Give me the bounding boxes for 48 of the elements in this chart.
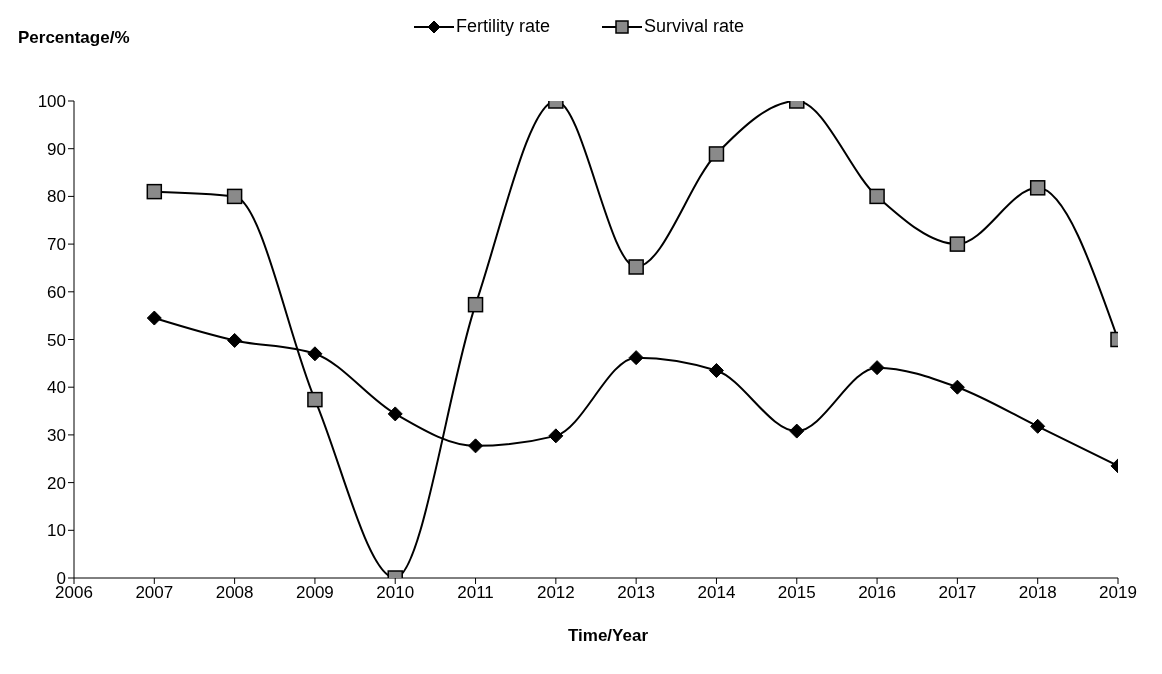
y-tick-label: 10	[47, 521, 66, 541]
y-tick-label: 20	[47, 473, 66, 493]
point	[628, 259, 644, 275]
point	[146, 183, 163, 200]
x-tick-label: 2011	[457, 583, 494, 603]
point	[468, 438, 484, 454]
x-tick-label: 2015	[777, 583, 816, 603]
point	[789, 423, 805, 439]
y-tick-label: 40	[47, 378, 66, 398]
y-axis-title: Percentage/%	[18, 28, 130, 48]
y-tick-label: 80	[47, 187, 66, 207]
point	[708, 363, 724, 379]
point	[1029, 180, 1046, 196]
y-tick-label: 100	[37, 92, 66, 112]
x-tick-label: 2017	[938, 583, 977, 603]
point	[307, 346, 323, 362]
y-tick-label: 90	[47, 139, 66, 159]
y-tick-label: 50	[47, 330, 66, 350]
point	[387, 406, 403, 422]
x-tick-label: 2018	[1018, 583, 1057, 603]
point	[949, 236, 966, 252]
point	[869, 188, 885, 205]
point	[548, 428, 564, 444]
x-tick-label: 2019	[1099, 583, 1137, 603]
x-tick-label: 2016	[858, 583, 896, 603]
x-tick-label: 2008	[215, 583, 254, 603]
point	[708, 146, 725, 162]
x-tick-label: 2014	[697, 583, 736, 603]
point	[307, 391, 323, 408]
point	[1030, 418, 1046, 434]
y-tick-label: 70	[47, 235, 66, 255]
x-tick-label: 2012	[536, 583, 575, 603]
y-tick-label: 60	[47, 282, 66, 302]
x-tick-label: 2007	[135, 583, 174, 603]
point	[146, 310, 162, 326]
legend-label: Fertility rate	[455, 16, 550, 37]
point	[227, 332, 243, 348]
point	[226, 188, 243, 205]
x-axis-title: Time/Year	[567, 626, 649, 646]
x-tick-label: 2009	[296, 583, 334, 603]
point	[467, 296, 484, 313]
point	[628, 350, 644, 366]
y-tick-label: 30	[47, 425, 66, 445]
x-tick-label: 2010	[376, 583, 415, 603]
point	[869, 360, 885, 376]
point	[949, 379, 965, 395]
legend-label: Survival rate	[643, 16, 745, 37]
x-tick-label: 2013	[617, 583, 656, 603]
